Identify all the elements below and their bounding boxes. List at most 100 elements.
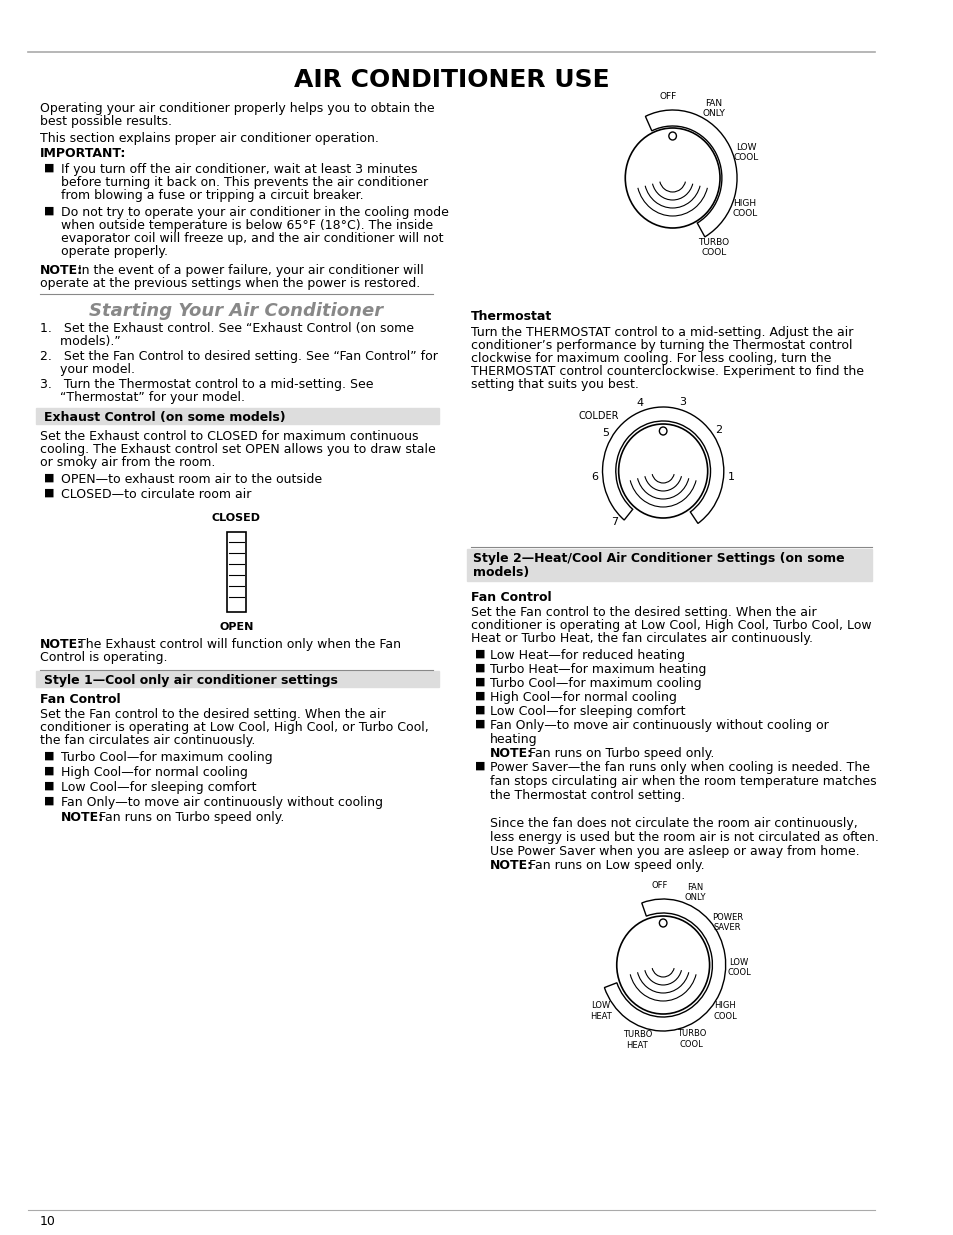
Text: Style 1—Cool only air conditioner settings: Style 1—Cool only air conditioner settin…	[44, 674, 337, 687]
Circle shape	[616, 916, 709, 1014]
Text: ■: ■	[475, 719, 485, 729]
Text: Low Cool—for sleeping comfort: Low Cool—for sleeping comfort	[489, 705, 684, 718]
Text: when outside temperature is below 65°F (18°C). The inside: when outside temperature is below 65°F (…	[61, 219, 433, 232]
Text: The Exhaust control will function only when the Fan: The Exhaust control will function only w…	[73, 638, 400, 651]
Bar	[227, 532, 246, 613]
Text: If you turn off the air conditioner, wait at least 3 minutes: If you turn off the air conditioner, wai…	[61, 163, 416, 177]
Text: OFF: OFF	[659, 91, 677, 100]
Text: evaporator coil will freeze up, and the air conditioner will not: evaporator coil will freeze up, and the …	[61, 232, 442, 245]
Text: This section explains proper air conditioner operation.: This section explains proper air conditi…	[40, 132, 378, 144]
Text: COLDER: COLDER	[578, 411, 618, 421]
Text: ■: ■	[475, 677, 485, 687]
Text: setting that suits you best.: setting that suits you best.	[471, 378, 639, 391]
Text: 2.   Set the Fan Control to desired setting. See “Fan Control” for: 2. Set the Fan Control to desired settin…	[40, 350, 437, 363]
Text: LOW
HEAT: LOW HEAT	[590, 1002, 611, 1020]
Text: ■: ■	[44, 488, 54, 498]
Text: less energy is used but the room air is not circulated as often.: less energy is used but the room air is …	[489, 831, 878, 844]
Text: OPEN: OPEN	[219, 622, 253, 632]
Text: your model.: your model.	[40, 363, 134, 375]
Text: Set the Fan control to the desired setting. When the air: Set the Fan control to the desired setti…	[40, 708, 385, 721]
Text: Use Power Saver when you are asleep or away from home.: Use Power Saver when you are asleep or a…	[489, 845, 859, 858]
Text: High Cool—for normal cooling: High Cool—for normal cooling	[489, 692, 676, 704]
Text: ■: ■	[44, 797, 54, 806]
Text: OPEN—to exhaust room air to the outside: OPEN—to exhaust room air to the outside	[61, 473, 321, 487]
Text: before turning it back on. This prevents the air conditioner: before turning it back on. This prevents…	[61, 177, 427, 189]
Text: NOTE:: NOTE:	[40, 264, 83, 277]
Text: cooling. The Exhaust control set OPEN allows you to draw stale: cooling. The Exhaust control set OPEN al…	[40, 443, 436, 456]
Text: HIGH
COOL: HIGH COOL	[731, 199, 757, 219]
Text: 1.   Set the Exhaust control. See “Exhaust Control (on some: 1. Set the Exhaust control. See “Exhaust…	[40, 322, 414, 335]
Text: Turbo Heat—for maximum heating: Turbo Heat—for maximum heating	[489, 663, 705, 676]
Text: POWER
SAVER: POWER SAVER	[711, 913, 742, 932]
Text: Operating your air conditioner properly helps you to obtain the: Operating your air conditioner properly …	[40, 103, 434, 115]
Text: Thermostat: Thermostat	[471, 310, 552, 324]
Text: Fan runs on Turbo speed only.: Fan runs on Turbo speed only.	[94, 811, 284, 824]
Text: Set the Fan control to the desired setting. When the air: Set the Fan control to the desired setti…	[471, 606, 816, 619]
Circle shape	[624, 128, 720, 228]
Text: NOTE:: NOTE:	[40, 638, 83, 651]
Text: heating: heating	[489, 734, 537, 746]
Text: 10: 10	[40, 1215, 55, 1228]
Text: FAN
ONLY: FAN ONLY	[683, 883, 705, 903]
Text: TURBO
COOL: TURBO COOL	[677, 1030, 705, 1049]
Text: Set the Exhaust control to CLOSED for maximum continuous: Set the Exhaust control to CLOSED for ma…	[40, 430, 417, 443]
Circle shape	[618, 424, 707, 517]
Text: Fan Control: Fan Control	[471, 592, 551, 604]
Text: 6: 6	[591, 472, 598, 483]
Text: Control is operating.: Control is operating.	[40, 651, 167, 664]
Text: ■: ■	[475, 705, 485, 715]
Text: ■: ■	[44, 163, 54, 173]
Text: OFF: OFF	[650, 881, 667, 889]
Text: ■: ■	[475, 663, 485, 673]
Text: ■: ■	[44, 206, 54, 216]
Text: 7: 7	[611, 517, 618, 527]
Text: conditioner is operating at Low Cool, High Cool, or Turbo Cool,: conditioner is operating at Low Cool, Hi…	[40, 721, 428, 734]
Text: ■: ■	[44, 766, 54, 776]
Text: Low Cool—for sleeping comfort: Low Cool—for sleeping comfort	[61, 781, 255, 794]
Text: Do not try to operate your air conditioner in the cooling mode: Do not try to operate your air condition…	[61, 206, 448, 219]
Text: 1: 1	[727, 472, 734, 483]
Bar	[36, 671, 438, 687]
Text: or smoky air from the room.: or smoky air from the room.	[40, 456, 215, 469]
Text: High Cool—for normal cooling: High Cool—for normal cooling	[61, 766, 247, 779]
Wedge shape	[645, 110, 737, 237]
Text: conditioner’s performance by turning the Thermostat control: conditioner’s performance by turning the…	[471, 338, 851, 352]
Text: ■: ■	[475, 692, 485, 701]
Text: the Thermostat control setting.: the Thermostat control setting.	[489, 789, 684, 802]
Bar	[36, 408, 438, 424]
Text: Turn the THERMOSTAT control to a mid-setting. Adjust the air: Turn the THERMOSTAT control to a mid-set…	[471, 326, 852, 338]
Text: LOW
COOL: LOW COOL	[726, 958, 750, 977]
Text: 3: 3	[679, 398, 686, 408]
Text: CLOSED: CLOSED	[212, 513, 260, 522]
Text: Power Saver—the fan runs only when cooling is needed. The: Power Saver—the fan runs only when cooli…	[489, 761, 869, 774]
Text: IMPORTANT:: IMPORTANT:	[40, 147, 126, 161]
Text: clockwise for maximum cooling. For less cooling, turn the: clockwise for maximum cooling. For less …	[471, 352, 830, 366]
Text: THERMOSTAT control counterclockwise. Experiment to find the: THERMOSTAT control counterclockwise. Exp…	[471, 366, 863, 378]
Text: TURBO
HEAT: TURBO HEAT	[622, 1030, 651, 1050]
Text: Style 2—Heat/Cool Air Conditioner Settings (on some: Style 2—Heat/Cool Air Conditioner Settin…	[473, 552, 843, 564]
Text: “Thermostat” for your model.: “Thermostat” for your model.	[40, 391, 245, 404]
Text: NOTE:: NOTE:	[489, 747, 533, 760]
Text: Exhaust Control (on some models): Exhaust Control (on some models)	[44, 411, 285, 424]
Text: ■: ■	[44, 781, 54, 790]
Text: 5: 5	[601, 427, 608, 438]
Text: ■: ■	[475, 650, 485, 659]
Text: In the event of a power failure, your air conditioner will: In the event of a power failure, your ai…	[73, 264, 423, 277]
Wedge shape	[604, 899, 725, 1031]
Text: NOTE:: NOTE:	[489, 860, 533, 872]
Text: LOW
COOL: LOW COOL	[733, 143, 759, 162]
Text: Fan Control: Fan Control	[40, 693, 120, 706]
Text: Since the fan does not circulate the room air continuously,: Since the fan does not circulate the roo…	[489, 818, 857, 830]
Text: HIGH
COOL: HIGH COOL	[713, 1002, 737, 1020]
Text: Low Heat—for reduced heating: Low Heat—for reduced heating	[489, 650, 684, 662]
Bar	[467, 550, 871, 580]
Text: AIR CONDITIONER USE: AIR CONDITIONER USE	[294, 68, 609, 91]
Text: conditioner is operating at Low Cool, High Cool, Turbo Cool, Low: conditioner is operating at Low Cool, Hi…	[471, 619, 870, 632]
Text: Turbo Cool—for maximum cooling: Turbo Cool—for maximum cooling	[489, 677, 700, 690]
Wedge shape	[602, 408, 723, 524]
Text: Heat or Turbo Heat, the fan circulates air continuously.: Heat or Turbo Heat, the fan circulates a…	[471, 632, 812, 645]
Text: from blowing a fuse or tripping a circuit breaker.: from blowing a fuse or tripping a circui…	[61, 189, 363, 203]
Text: 3.   Turn the Thermostat control to a mid-setting. See: 3. Turn the Thermostat control to a mid-…	[40, 378, 373, 391]
Text: 4: 4	[636, 399, 642, 409]
Text: Fan runs on Turbo speed only.: Fan runs on Turbo speed only.	[524, 747, 714, 760]
